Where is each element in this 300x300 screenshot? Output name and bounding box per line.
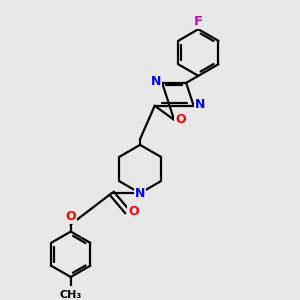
Text: N: N [195,98,205,111]
Text: O: O [65,210,76,223]
Text: N: N [135,187,145,200]
Text: O: O [128,205,139,218]
Text: N: N [151,75,161,88]
Text: O: O [175,113,186,126]
Text: CH₃: CH₃ [60,290,82,300]
Text: F: F [194,15,203,28]
